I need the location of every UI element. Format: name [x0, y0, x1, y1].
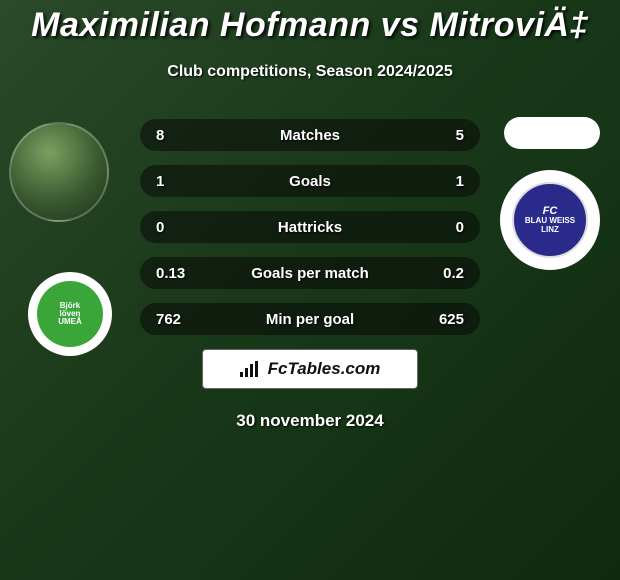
- stat-row: 762 Min per goal 625: [140, 303, 480, 335]
- subtitle: Club competitions, Season 2024/2025: [0, 63, 620, 81]
- stat-left: 762: [156, 311, 181, 328]
- stat-right: 0.2: [443, 265, 464, 282]
- club-left-line3: UMEÅ: [58, 318, 82, 326]
- stat-row: 0 Hattricks 0: [140, 211, 480, 243]
- stat-right: 1: [456, 173, 464, 190]
- brand-text: FcTables.com: [268, 359, 381, 379]
- stat-label: Min per goal: [266, 311, 354, 328]
- stat-left: 8: [156, 127, 164, 144]
- stat-right: 5: [456, 127, 464, 144]
- stat-right: 625: [439, 311, 464, 328]
- brand-badge: FcTables.com: [202, 349, 418, 389]
- date: 30 november 2024: [0, 411, 620, 431]
- stat-row: 0.13 Goals per match 0.2: [140, 257, 480, 289]
- stat-label: Goals per match: [251, 265, 369, 282]
- club-left-badge: Björk löven UMEÅ: [28, 272, 112, 356]
- player-right-avatar: [504, 117, 600, 149]
- stats-container: 8 Matches 5 1 Goals 1 0 Hattricks 0 0.13…: [140, 119, 480, 335]
- stat-right: 0: [456, 219, 464, 236]
- stat-row: 1 Goals 1: [140, 165, 480, 197]
- club-right-line2: LINZ: [541, 226, 559, 235]
- stat-label: Matches: [280, 127, 340, 144]
- stat-left: 0: [156, 219, 164, 236]
- stat-label: Hattricks: [278, 219, 342, 236]
- stat-left: 0.13: [156, 265, 185, 282]
- stat-label: Goals: [289, 173, 331, 190]
- brand-bars-icon: [240, 361, 262, 377]
- page-title: Maximilian Hofmann vs MitroviÄ‡: [0, 0, 620, 45]
- stat-left: 1: [156, 173, 164, 190]
- player-left-avatar: [9, 122, 109, 222]
- stat-row: 8 Matches 5: [140, 119, 480, 151]
- club-right-badge: FC BLAU WEISS LINZ: [500, 170, 600, 270]
